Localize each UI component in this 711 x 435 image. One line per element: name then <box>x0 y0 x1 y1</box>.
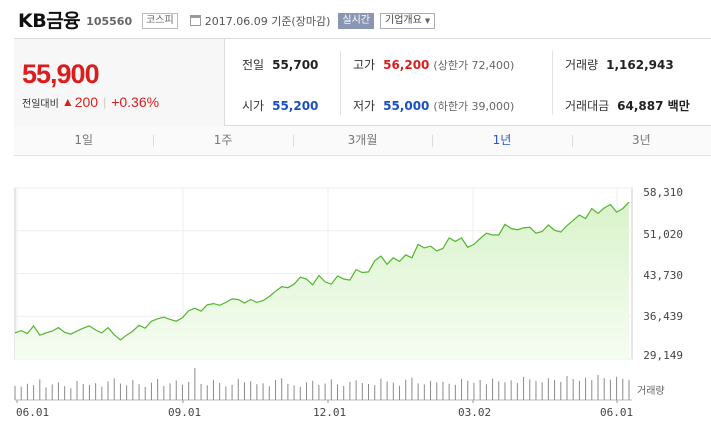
y-tick-label: 51,020 <box>643 228 683 241</box>
amount-value: 64,887 백만 <box>617 99 690 113</box>
low-cell: 저가 55,000 (하한가 39,000) <box>353 97 514 114</box>
high-cell: 고가 56,200 (상한가 72,400) <box>353 56 514 73</box>
price-box: 55,900 전일대비 ▲ 200 | +0.36% <box>14 39 225 126</box>
tab-1d[interactable]: 1일 <box>74 133 94 147</box>
open-cell: 시가 55,200 <box>242 97 318 114</box>
volume-cell: 거래량 1,162,943 <box>565 56 674 73</box>
stock-code: 105560 <box>86 14 133 28</box>
tab-1y[interactable]: 1년 <box>432 126 571 155</box>
x-tick-label: 12.01 <box>313 406 347 419</box>
divider <box>552 51 553 115</box>
tab-3y[interactable]: 3년 <box>571 126 711 155</box>
x-tick-label: 06.01 <box>16 406 50 419</box>
high-value: 56,200 <box>383 57 430 72</box>
price-area <box>15 202 629 359</box>
chevron-down-icon: ▼ <box>424 16 431 25</box>
prev-close-value: 55,700 <box>272 57 319 72</box>
volume-value: 1,162,943 <box>606 57 674 72</box>
market-badge: 코스피 <box>142 12 178 29</box>
x-tick-label: 09.01 <box>168 406 202 419</box>
company-overview-button[interactable]: 기업개요 ▼ <box>380 12 436 29</box>
y-tick-label: 58,310 <box>643 186 683 199</box>
divider <box>340 51 341 115</box>
calendar-icon <box>189 15 201 26</box>
x-tick-label: 06.01 <box>600 406 634 419</box>
open-value: 55,200 <box>272 98 319 113</box>
price-line <box>14 201 630 341</box>
change-percent: +0.36% <box>111 94 160 110</box>
amount-label: 거래대금 <box>565 99 610 113</box>
volume-axis-label: 거래량 <box>637 386 665 397</box>
prev-close-cell: 전일 55,700 <box>242 56 318 73</box>
change-row: 전일대비 ▲ 200 | +0.36% <box>22 94 159 110</box>
tab-1w[interactable]: 1주 <box>153 126 292 155</box>
y-tick-label: 29,149 <box>643 349 683 362</box>
tab-3m[interactable]: 3개월 <box>292 126 432 155</box>
x-tick-label: 03.02 <box>458 406 492 419</box>
company-overview-label: 기업개요 <box>385 14 422 26</box>
current-price: 55,900 <box>22 59 100 89</box>
date-text: 2017.06.09 기준(장마감) <box>204 14 331 28</box>
amount-cell: 거래대금 64,887 백만 <box>565 97 690 114</box>
price-info-panel: 55,900 전일대비 ▲ 200 | +0.36% 전일 55,700 고가 … <box>14 38 711 126</box>
open-label: 시가 <box>242 99 265 113</box>
prev-close-label: 전일 <box>242 58 265 72</box>
high-label: 고가 <box>353 58 376 72</box>
change-label: 전일대비 <box>22 98 59 110</box>
up-arrow-icon: ▲ <box>61 95 74 109</box>
period-tabs: 1일 1주 3개월 1년 3년 <box>14 126 711 156</box>
realtime-button[interactable]: 실시간 <box>338 12 374 29</box>
price-chart: 58,310 51,020 43,730 36,439 29,149 거래량 0… <box>0 178 711 431</box>
stock-name: KB금융 <box>18 9 81 32</box>
lower-limit: (하한가 39,000) <box>433 99 515 113</box>
divider: | <box>103 95 107 109</box>
y-tick-label: 36,439 <box>643 310 683 323</box>
low-value: 55,000 <box>383 98 430 113</box>
change-value: 200 <box>74 94 99 110</box>
low-label: 저가 <box>353 99 376 113</box>
chart-canvas <box>14 187 633 403</box>
volume-label: 거래량 <box>565 58 599 72</box>
stock-header: KB금융 105560 코스피 2017.06.09 기준(장마감) 실시간 기… <box>0 0 711 38</box>
y-tick-label: 43,730 <box>643 269 683 282</box>
upper-limit: (상한가 72,400) <box>433 58 515 72</box>
